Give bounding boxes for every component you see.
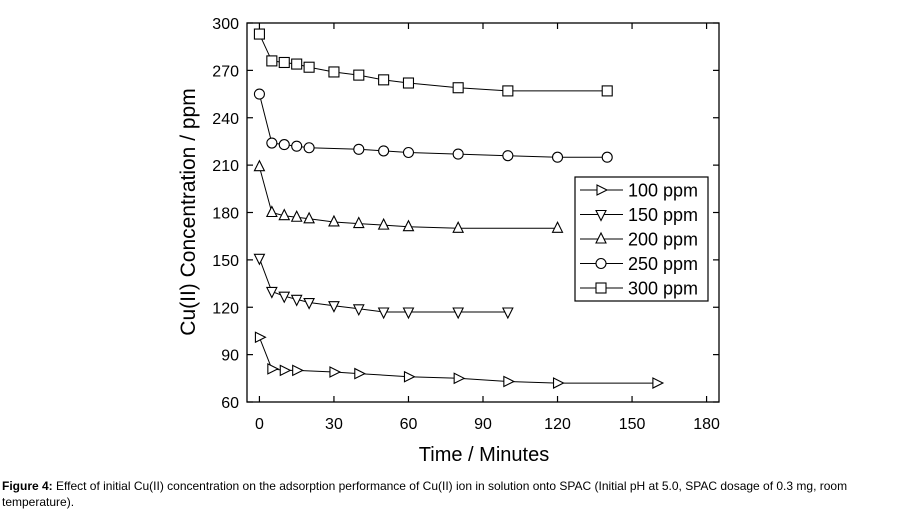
series-300-ppm (253, 28, 613, 97)
data-point (253, 253, 266, 266)
data-point (303, 211, 315, 224)
y-tick-label: 180 (212, 206, 239, 223)
y-tick-label: 240 (212, 111, 239, 128)
data-point (402, 307, 415, 320)
data-point (551, 151, 564, 163)
x-axis-label: Time / Minutes (419, 444, 549, 466)
data-point (266, 137, 278, 149)
series-group (253, 28, 665, 389)
x-tick-label: 60 (400, 416, 418, 433)
legend-marker (596, 184, 609, 196)
data-point (402, 146, 415, 159)
data-point (328, 66, 340, 78)
series-150-ppm (253, 253, 514, 320)
y-axis-label: Cu(II) Concentration / ppm (177, 88, 200, 335)
legend-entry: 250 ppm (628, 254, 698, 274)
data-point (377, 217, 390, 230)
data-point (303, 61, 315, 73)
data-point (352, 304, 365, 317)
y-tick-label: 150 (212, 253, 239, 270)
data-point (278, 208, 291, 221)
data-point (328, 301, 340, 313)
data-point (601, 151, 613, 163)
data-point (353, 143, 365, 155)
data-point (403, 370, 416, 383)
data-point (378, 74, 390, 86)
data-point (652, 377, 665, 389)
legend-marker (595, 282, 607, 294)
caption-label: Figure 4: (2, 479, 53, 493)
data-point (265, 286, 278, 299)
data-point (377, 307, 390, 320)
legend-entry: 200 ppm (628, 230, 698, 250)
data-point (291, 58, 303, 70)
data-point (279, 364, 292, 377)
data-point (452, 148, 464, 160)
data-point (453, 372, 466, 385)
data-point (278, 291, 291, 304)
figure-caption: Figure 4: Effect of initial Cu(II) conce… (2, 478, 910, 510)
data-point (352, 216, 365, 229)
data-point (253, 88, 265, 100)
concentration-chart: 0 30 60 90 120 150 180 60 90 120 150 180 210 240 270 30… (177, 16, 720, 466)
y-tick-label: 90 (221, 348, 239, 365)
x-tick-label: 150 (619, 416, 646, 433)
legend-entry: 100 ppm (628, 181, 698, 201)
data-point (290, 294, 303, 307)
legend-entry: 300 ppm (628, 279, 698, 299)
data-point (503, 375, 516, 388)
caption-text: Effect of initial Cu(II) concentration o… (2, 479, 848, 509)
x-tick-label: 0 (255, 416, 264, 433)
legend: 100 ppm 150 ppm 200 ppm 250 ppm 300 ppm (574, 176, 709, 302)
data-point (452, 221, 465, 233)
x-tick-label: 180 (693, 416, 720, 433)
axis-ticks: 0 30 60 90 120 150 180 60 90 120 150 180 210 240 270 30… (212, 16, 720, 433)
data-point (291, 140, 303, 152)
data-point (501, 307, 514, 320)
legend-marker (595, 209, 607, 222)
data-point (601, 85, 613, 97)
data-point (303, 297, 315, 310)
legend-entry: 150 ppm (628, 205, 698, 225)
data-point (290, 210, 303, 222)
series-200-ppm (253, 159, 564, 233)
data-point (502, 85, 514, 97)
data-point (265, 205, 278, 218)
data-point (353, 69, 365, 81)
series-line (258, 166, 558, 229)
data-point (402, 219, 415, 232)
data-point (328, 214, 340, 227)
data-point (253, 159, 266, 172)
x-tick-label: 120 (544, 416, 571, 433)
data-point (278, 56, 290, 69)
data-point (452, 307, 465, 320)
legend-marker (595, 231, 607, 244)
data-point (329, 366, 342, 378)
data-point (253, 28, 265, 40)
data-point (402, 77, 415, 89)
data-point (254, 331, 267, 344)
data-point (303, 142, 315, 154)
legend-marker (595, 257, 607, 270)
data-point (278, 139, 290, 151)
data-point (354, 367, 367, 380)
x-tick-label: 30 (325, 416, 343, 433)
y-tick-label: 120 (212, 300, 239, 317)
y-tick-label: 300 (212, 16, 239, 33)
y-tick-label: 60 (221, 395, 239, 412)
data-point (502, 150, 514, 162)
data-point (267, 362, 280, 375)
series-100-ppm (254, 331, 665, 389)
data-point (551, 221, 564, 233)
data-point (378, 145, 390, 157)
data-point (452, 82, 464, 94)
series-250-ppm (253, 88, 613, 163)
y-tick-label: 210 (212, 158, 239, 175)
x-tick-label: 90 (474, 416, 492, 433)
data-point (292, 364, 304, 377)
data-point (266, 55, 278, 67)
data-point (552, 377, 565, 389)
y-tick-label: 270 (212, 63, 239, 80)
